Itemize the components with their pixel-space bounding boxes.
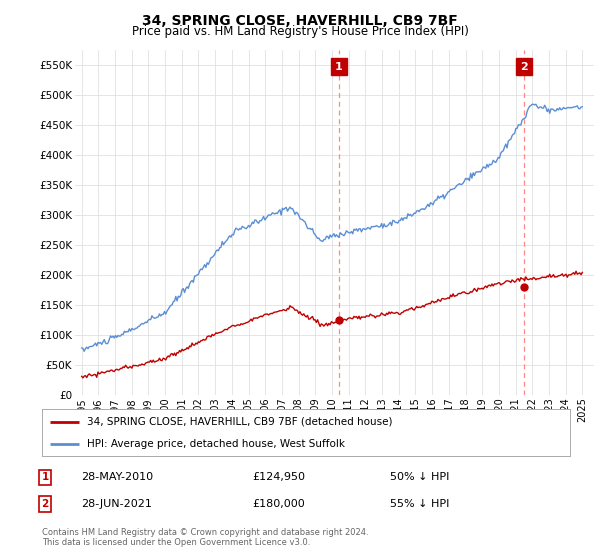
Text: 28-JUN-2021: 28-JUN-2021 xyxy=(81,499,152,509)
Text: £180,000: £180,000 xyxy=(252,499,305,509)
Text: 2: 2 xyxy=(41,499,49,509)
Text: 1: 1 xyxy=(41,472,49,482)
Text: Contains HM Land Registry data © Crown copyright and database right 2024.
This d: Contains HM Land Registry data © Crown c… xyxy=(42,528,368,547)
Text: 28-MAY-2010: 28-MAY-2010 xyxy=(81,472,153,482)
Text: HPI: Average price, detached house, West Suffolk: HPI: Average price, detached house, West… xyxy=(87,438,345,449)
Text: 50% ↓ HPI: 50% ↓ HPI xyxy=(390,472,449,482)
Text: 34, SPRING CLOSE, HAVERHILL, CB9 7BF: 34, SPRING CLOSE, HAVERHILL, CB9 7BF xyxy=(142,14,458,28)
Text: 55% ↓ HPI: 55% ↓ HPI xyxy=(390,499,449,509)
Text: 2: 2 xyxy=(520,62,527,72)
Text: £124,950: £124,950 xyxy=(252,472,305,482)
Text: Price paid vs. HM Land Registry's House Price Index (HPI): Price paid vs. HM Land Registry's House … xyxy=(131,25,469,38)
Text: 34, SPRING CLOSE, HAVERHILL, CB9 7BF (detached house): 34, SPRING CLOSE, HAVERHILL, CB9 7BF (de… xyxy=(87,417,392,427)
Text: 1: 1 xyxy=(335,62,343,72)
